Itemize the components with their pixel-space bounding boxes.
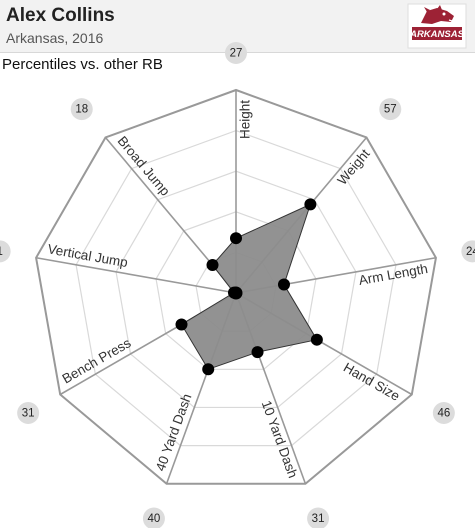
data-point-vertical-jump xyxy=(228,286,241,299)
data-point-40-yard-dash xyxy=(202,363,215,376)
grid-ring-3 xyxy=(115,170,357,409)
data-point-height xyxy=(230,232,242,245)
percentile-badge-weight xyxy=(379,98,402,121)
percentile-value-arm-length: 24 xyxy=(466,246,475,258)
percentile-badge-height xyxy=(225,42,247,64)
data-point-weight xyxy=(304,198,317,211)
percentile-badge-vertical-jump xyxy=(0,240,11,263)
percentile-badge-bench-press xyxy=(17,402,40,424)
data-point-10-yard-dash xyxy=(251,346,264,359)
axis-label-height: Height xyxy=(238,100,253,139)
percentile-badge-40-yard-dash xyxy=(142,507,165,528)
radar-data-area xyxy=(180,203,318,370)
percentile-badge-broad-jump xyxy=(70,98,93,121)
team-logo: ARKANSAS xyxy=(407,3,467,49)
radar-outer-ring xyxy=(35,88,437,485)
player-school-year: Arkansas, 2016 xyxy=(6,30,104,46)
percentile-value-40-yard-dash: 40 xyxy=(148,513,161,525)
radar-percentile-badges: 27 57 24 46 31 40 31 1 18 xyxy=(0,42,475,528)
percentile-badge-10-yard-dash xyxy=(307,507,330,528)
percentile-value-weight: 57 xyxy=(384,104,397,116)
percentile-value-vertical-jump: 1 xyxy=(0,246,3,258)
percentile-value-broad-jump: 18 xyxy=(75,104,88,116)
percentile-badge-hand-size xyxy=(432,402,455,424)
data-point-broad-jump xyxy=(206,259,219,272)
team-logo-text: ARKANSAS xyxy=(409,29,465,40)
data-polygon xyxy=(180,203,318,370)
percentile-value-height: 27 xyxy=(230,48,243,60)
grid-ring-4 xyxy=(75,129,397,447)
percentile-badge-arm-length xyxy=(461,240,475,263)
grid-ring-2 xyxy=(155,211,317,370)
outer-ring xyxy=(35,88,437,485)
player-name: Alex Collins xyxy=(6,5,115,26)
axis-label-broad-jump: Broad Jump xyxy=(115,133,173,198)
percentile-value-bench-press: 31 xyxy=(22,408,35,420)
radar-data-points xyxy=(175,198,323,376)
data-point-hand-size xyxy=(310,333,323,346)
percentile-value-10-yard-dash: 31 xyxy=(312,513,325,525)
chart-subtitle: Percentiles vs. other RB xyxy=(2,56,163,73)
axis-label-40-yard-dash: 40 Yard Dash xyxy=(153,392,195,474)
axis-label-bench-press: Bench Press xyxy=(60,335,134,386)
spoke-vertical-jump xyxy=(35,256,237,294)
data-point-bench-press xyxy=(175,318,188,331)
data-point-arm-length xyxy=(277,278,290,291)
percentile-value-hand-size: 46 xyxy=(437,408,450,420)
